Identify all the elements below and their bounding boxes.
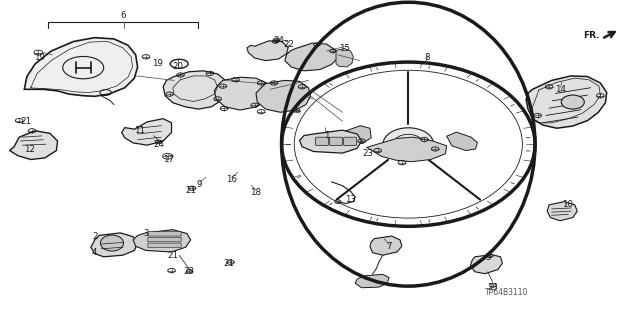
FancyBboxPatch shape bbox=[148, 243, 181, 248]
Text: 21: 21 bbox=[223, 259, 235, 268]
Text: 5: 5 bbox=[485, 253, 490, 262]
Text: 13: 13 bbox=[345, 195, 356, 204]
FancyBboxPatch shape bbox=[344, 137, 356, 145]
Text: 14: 14 bbox=[555, 85, 566, 94]
Text: 19: 19 bbox=[35, 53, 45, 62]
Text: 4: 4 bbox=[92, 248, 97, 256]
Text: 3: 3 bbox=[143, 229, 148, 238]
FancyBboxPatch shape bbox=[148, 232, 181, 236]
Text: 23: 23 bbox=[183, 267, 195, 276]
FancyBboxPatch shape bbox=[330, 137, 342, 145]
Text: 8: 8 bbox=[425, 53, 430, 62]
Polygon shape bbox=[370, 236, 402, 255]
Text: 19: 19 bbox=[152, 59, 163, 68]
Text: 18: 18 bbox=[250, 188, 262, 197]
Text: 23: 23 bbox=[362, 149, 373, 158]
Text: 7: 7 bbox=[387, 242, 392, 251]
Polygon shape bbox=[470, 255, 502, 274]
Text: 9: 9 bbox=[197, 180, 202, 189]
Polygon shape bbox=[547, 202, 577, 221]
Text: 15: 15 bbox=[339, 44, 350, 53]
Ellipse shape bbox=[383, 128, 434, 160]
Text: 16: 16 bbox=[226, 175, 237, 184]
Polygon shape bbox=[336, 48, 353, 67]
Polygon shape bbox=[285, 43, 338, 71]
Text: 1: 1 bbox=[324, 131, 329, 140]
Polygon shape bbox=[214, 77, 270, 110]
FancyBboxPatch shape bbox=[316, 137, 328, 145]
Polygon shape bbox=[367, 137, 447, 162]
Polygon shape bbox=[526, 76, 607, 128]
Text: 22: 22 bbox=[284, 40, 295, 48]
Polygon shape bbox=[300, 130, 362, 153]
Polygon shape bbox=[24, 38, 138, 96]
Ellipse shape bbox=[100, 235, 124, 251]
Text: 21: 21 bbox=[20, 117, 31, 126]
Text: TP64B3110: TP64B3110 bbox=[485, 288, 529, 297]
Text: 12: 12 bbox=[24, 145, 35, 154]
Polygon shape bbox=[163, 71, 227, 109]
Polygon shape bbox=[355, 274, 389, 288]
Text: 23: 23 bbox=[487, 283, 499, 292]
Text: 21: 21 bbox=[167, 251, 179, 260]
Text: 17: 17 bbox=[163, 155, 175, 164]
Polygon shape bbox=[122, 119, 172, 145]
Text: FR.: FR. bbox=[583, 31, 600, 40]
Text: 10: 10 bbox=[561, 200, 573, 209]
Text: 6: 6 bbox=[121, 11, 126, 20]
FancyBboxPatch shape bbox=[148, 237, 181, 242]
Polygon shape bbox=[133, 230, 191, 252]
Text: 20: 20 bbox=[172, 63, 184, 71]
Text: 21: 21 bbox=[185, 186, 196, 195]
Polygon shape bbox=[247, 41, 288, 61]
Ellipse shape bbox=[561, 95, 584, 109]
Polygon shape bbox=[91, 233, 138, 257]
Text: 2: 2 bbox=[92, 232, 97, 241]
Polygon shape bbox=[338, 126, 371, 144]
Polygon shape bbox=[10, 131, 58, 160]
Text: 11: 11 bbox=[134, 126, 145, 135]
Polygon shape bbox=[256, 80, 310, 112]
Text: 24: 24 bbox=[273, 36, 285, 45]
Text: 24: 24 bbox=[153, 140, 164, 149]
Polygon shape bbox=[447, 132, 477, 151]
